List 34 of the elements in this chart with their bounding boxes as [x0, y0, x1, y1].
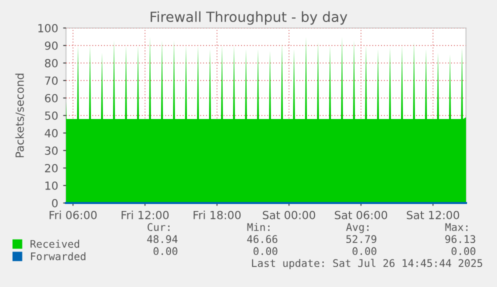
y-tick-label: 10 — [45, 181, 58, 190]
text: Cur: — [148, 223, 170, 232]
x-tick-label: Sat 00:00 — [262, 210, 316, 220]
y-tick-label: 30 — [45, 146, 58, 155]
y-tick-label: 20 — [45, 164, 58, 172]
y-tick-label: 100 — [38, 24, 58, 32]
x-tick-label: Fri 12:00 — [122, 210, 169, 220]
text: Avg: — [346, 223, 368, 234]
y-tick-label: 50 — [45, 111, 58, 120]
text: 0.00 — [154, 247, 178, 256]
text: 96.13 — [445, 235, 476, 244]
text: Last update: Sat Jul 26 14:45:44 2025 — [252, 258, 482, 270]
y-tick-label: 0 — [52, 198, 58, 208]
text: 46.66 — [247, 235, 278, 244]
text: 0.00 — [452, 247, 476, 256]
text: 48.94 — [147, 235, 178, 244]
text: 52.79 — [346, 235, 376, 244]
x-tick-label: Sat 12:00 — [406, 210, 460, 220]
chart-title: Firewall Throughput - by day — [150, 11, 348, 25]
x-tick-label: Sat 06:00 — [334, 210, 388, 220]
y-tick-label: 40 — [44, 128, 58, 138]
text: 0.00 — [254, 247, 278, 256]
y-axis-title: Packets/second — [15, 74, 25, 158]
text: Max: — [445, 223, 468, 232]
x-tick-label: Fri 06:00 — [50, 210, 97, 220]
y-tick-label: 60 — [45, 94, 58, 102]
text: Min: — [247, 222, 270, 231]
text: 0.00 — [352, 247, 376, 256]
legend-label: Forwarded — [31, 252, 86, 260]
y-tick-label: 70 — [45, 76, 58, 85]
x-tick-label: Fri 18:00 — [194, 210, 241, 220]
y-tick-label: 80 — [44, 58, 58, 68]
y-tick-label: 90 — [44, 41, 58, 50]
legend-label: Received — [30, 240, 80, 248]
